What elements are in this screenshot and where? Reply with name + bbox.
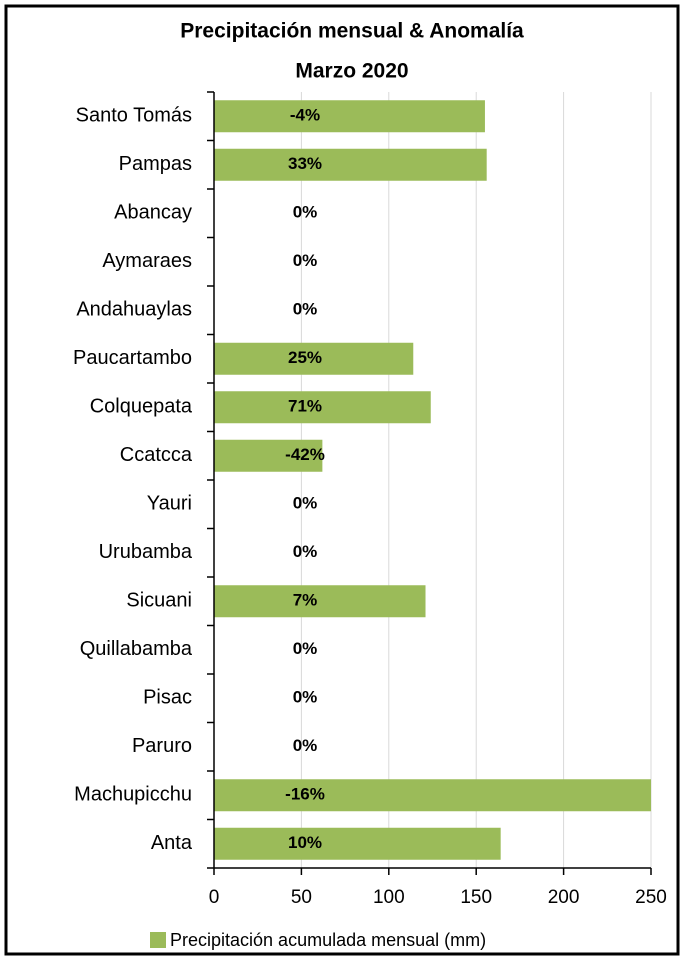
- y-tick-label: Ccatcca: [120, 444, 193, 466]
- y-tick-label: Paruro: [132, 735, 192, 757]
- y-tick-label: Colquepata: [90, 396, 193, 418]
- anomaly-label: 71%: [288, 397, 322, 416]
- bar: [214, 439, 323, 472]
- y-tick-label: Pisac: [143, 687, 192, 709]
- bar: [214, 779, 651, 812]
- anomaly-label: -16%: [285, 785, 325, 804]
- x-tick-label: 150: [460, 887, 492, 908]
- y-tick-label: Yauri: [147, 493, 192, 515]
- bar: [214, 391, 431, 424]
- x-tick-label: 50: [291, 887, 312, 908]
- x-tick-label: 0: [209, 887, 220, 908]
- bar: [214, 148, 487, 181]
- y-tick-label: Pampas: [119, 153, 192, 175]
- anomaly-label: 10%: [288, 833, 322, 852]
- anomaly-label: -4%: [290, 106, 320, 125]
- anomaly-label: 0%: [293, 542, 318, 561]
- y-tick-label: Anta: [151, 832, 193, 854]
- y-tick-label: Machupicchu: [74, 784, 192, 806]
- y-tick-label: Andahuaylas: [76, 299, 192, 321]
- chart-frame: [4, 4, 680, 956]
- anomaly-label: 0%: [293, 203, 318, 222]
- y-tick-label: Urubamba: [99, 541, 193, 563]
- anomaly-label: 0%: [293, 300, 318, 319]
- y-tick-label: Quillabamba: [80, 638, 193, 660]
- legend-swatch: [150, 932, 166, 948]
- anomaly-label: 25%: [288, 348, 322, 367]
- chart-title: Precipitación mensual & Anomalía: [180, 20, 524, 43]
- x-tick-label: 100: [373, 887, 405, 908]
- y-tick-label: Sicuani: [126, 590, 192, 612]
- x-tick-label: 200: [548, 887, 580, 908]
- bar: [214, 585, 426, 618]
- bar: [214, 342, 414, 375]
- anomaly-label: 0%: [293, 688, 318, 707]
- x-tick-label: 250: [635, 887, 667, 908]
- y-tick-label: Paucartambo: [73, 347, 192, 369]
- y-tick-label: Abancay: [114, 202, 192, 224]
- anomaly-label: 33%: [288, 154, 322, 173]
- y-tick-label: Santo Tomás: [76, 105, 192, 127]
- anomaly-label: 7%: [293, 591, 318, 610]
- bar: [214, 100, 485, 133]
- anomaly-label: 0%: [293, 639, 318, 658]
- anomaly-label: 0%: [293, 494, 318, 513]
- chart-subtitle: Marzo 2020: [295, 60, 408, 83]
- legend-label: Precipitación acumulada mensual (mm): [170, 930, 486, 950]
- bar: [214, 827, 501, 860]
- anomaly-label: 0%: [293, 251, 318, 270]
- anomaly-label: 0%: [293, 736, 318, 755]
- y-tick-label: Aymaraes: [102, 250, 192, 272]
- anomaly-label: -42%: [285, 445, 325, 464]
